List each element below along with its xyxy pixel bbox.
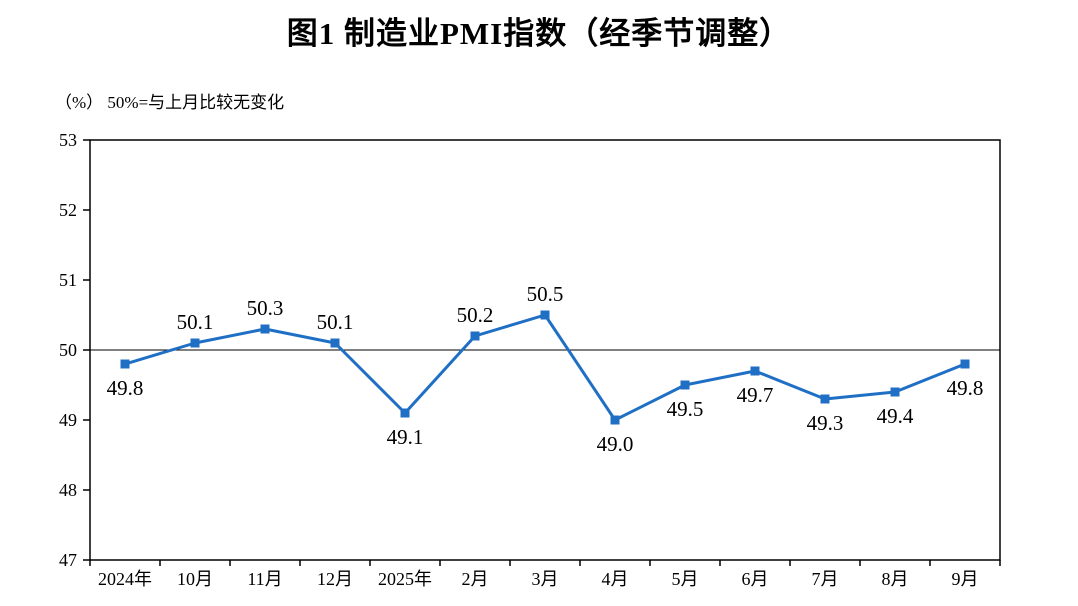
data-point-marker	[400, 408, 410, 418]
x-axis-category-label: 11月	[247, 569, 282, 589]
data-point-value-label: 50.5	[527, 282, 564, 306]
x-axis-category-label: 7月	[812, 569, 839, 589]
x-axis-category-label: 9月	[952, 569, 979, 589]
data-point-marker	[610, 415, 620, 425]
data-point-marker	[750, 366, 760, 376]
y-axis-tick-label: 49	[59, 410, 77, 430]
y-axis-tick-label: 47	[59, 550, 77, 570]
data-point-value-label: 49.3	[807, 411, 844, 435]
data-point-marker	[890, 387, 900, 397]
data-point-value-label: 49.0	[597, 432, 634, 456]
data-point-value-label: 49.8	[947, 376, 984, 400]
data-point-marker	[540, 310, 550, 320]
data-point-marker	[120, 359, 130, 369]
x-axis-category-label: 2月	[462, 569, 489, 589]
x-axis-category-label: 2025年	[378, 569, 432, 589]
x-axis-category-label: 2024年	[98, 569, 152, 589]
y-axis-tick-label: 53	[59, 130, 77, 150]
y-axis-tick-label: 51	[59, 270, 77, 290]
y-axis-tick-label: 48	[59, 480, 77, 500]
data-point-value-label: 49.1	[387, 425, 424, 449]
pmi-series-line	[123, 313, 967, 422]
data-point-value-label: 49.5	[667, 397, 704, 421]
data-point-value-label: 50.2	[457, 303, 494, 327]
data-point-value-label: 50.1	[317, 310, 354, 334]
data-point-value-label: 49.7	[737, 383, 774, 407]
x-axis-category-label: 4月	[602, 569, 629, 589]
data-point-marker	[330, 338, 340, 348]
data-point-marker	[960, 359, 970, 369]
data-point-marker	[260, 324, 270, 334]
data-point-marker	[190, 338, 200, 348]
chart-subtitle: （%） 50%=与上月比较无变化	[55, 93, 285, 112]
data-point-marker	[470, 331, 480, 341]
data-point-marker	[820, 394, 830, 404]
data-point-value-label: 49.8	[107, 376, 144, 400]
data-point-marker	[680, 380, 690, 390]
x-axis-category-label: 6月	[742, 569, 769, 589]
chart-title: 图1 制造业PMI指数（经季节调整）	[286, 16, 792, 51]
x-axis-category-label: 10月	[177, 569, 213, 589]
y-axis-tick-label: 50	[59, 340, 77, 360]
x-axis-category-label: 12月	[317, 569, 353, 589]
data-point-value-label: 49.4	[877, 404, 914, 428]
data-point-value-label: 50.3	[247, 296, 284, 320]
x-axis-category-label: 5月	[672, 569, 699, 589]
x-axis-category-label: 8月	[882, 569, 909, 589]
x-axis-category-label: 3月	[532, 569, 559, 589]
data-point-value-label: 50.1	[177, 310, 214, 334]
y-axis-tick-label: 52	[59, 200, 77, 220]
